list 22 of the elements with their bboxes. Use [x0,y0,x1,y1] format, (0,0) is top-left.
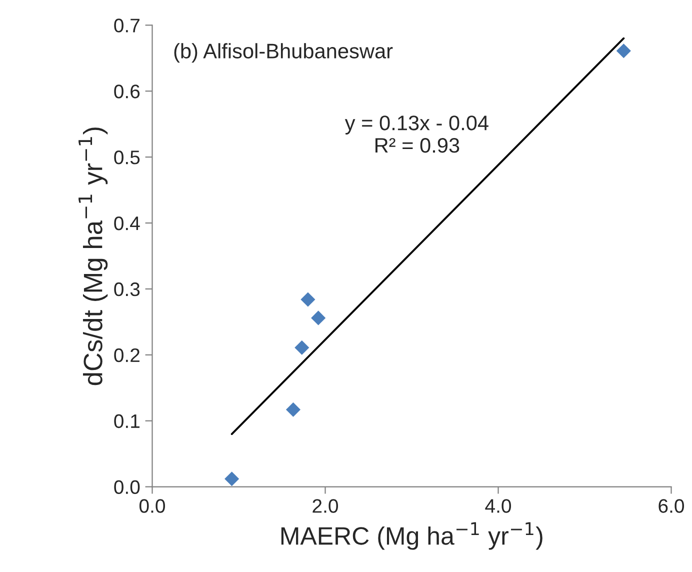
y-tick-label: 0.5 [114,150,140,164]
point [224,472,240,486]
y-tick-label: 0.0 [114,480,140,494]
x-tick-label: 2.0 [312,499,338,513]
x-axis-title: MAERC (Mg ha$^{−1}$ yr$^{−1}$) [281,522,542,550]
y-tick-label: 0.2 [114,348,140,362]
point [311,310,326,326]
y-axis-title: dCs/dt (Mg ha$^{−1}$ yr$^{−1}$) [78,128,108,386]
annotation: y = 0.13x - 0.04 R² = 0.93 [344,116,488,153]
text: (b) Alfisol-Bhubaneswar [174,43,393,63]
y-tick-label: 0.3 [114,282,140,296]
point [286,402,301,417]
y-tick-label: 0.7 [114,18,140,32]
y-tick-label: 0.6 [114,84,140,98]
point [300,292,316,307]
y-tick-label: 0.1 [114,414,140,428]
point [294,340,310,355]
x-tick-label: 4.0 [485,499,511,513]
x-tick-label: 6.0 [658,499,684,513]
y-tick-label: 0.4 [114,216,140,230]
x-tick-label: 0.0 [139,499,165,513]
point [616,44,631,58]
